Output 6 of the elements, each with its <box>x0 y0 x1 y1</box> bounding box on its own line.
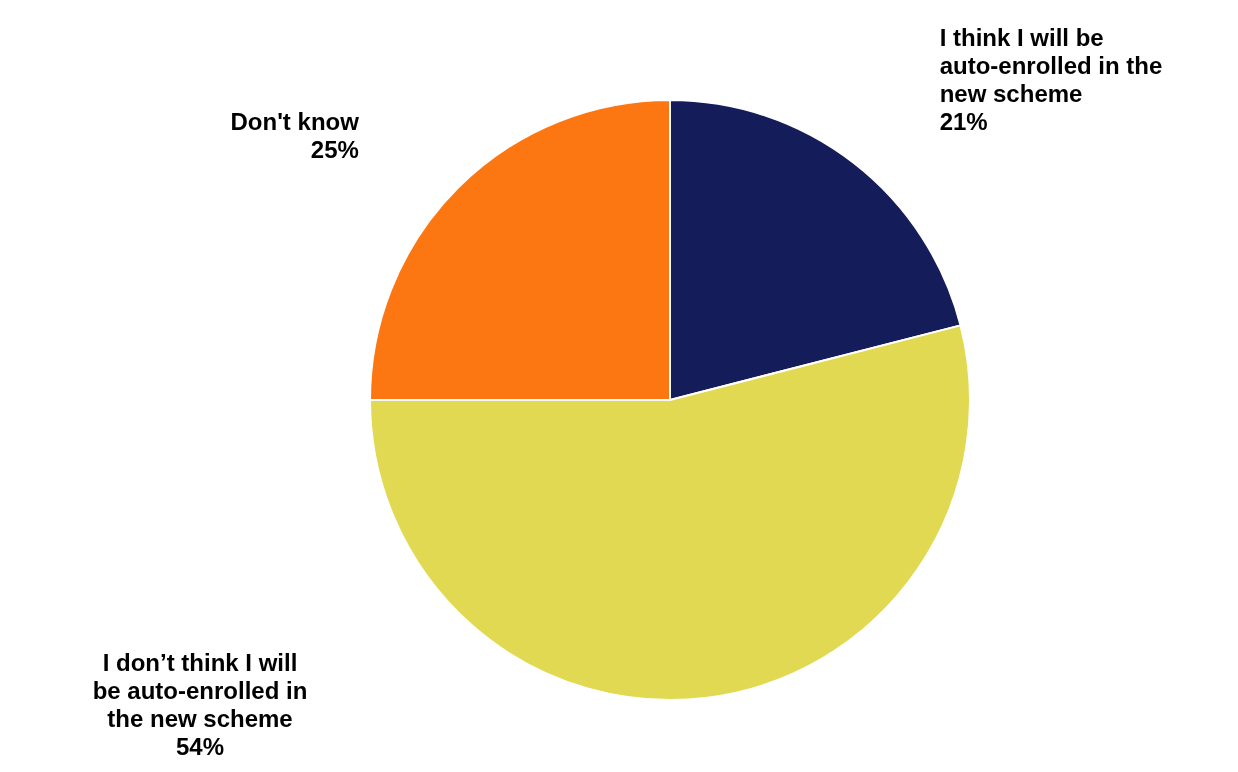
data-label: 54% <box>175 733 225 760</box>
slice-label: I think I will be auto-enrolled in the new scheme <box>939 24 1163 108</box>
data-label: 25% <box>310 135 359 163</box>
slice-label: Don't know <box>230 107 360 135</box>
slice-label: I don’t think I will be auto-enrolled in the new scheme <box>92 649 308 732</box>
data-label: 21% <box>939 108 988 136</box>
